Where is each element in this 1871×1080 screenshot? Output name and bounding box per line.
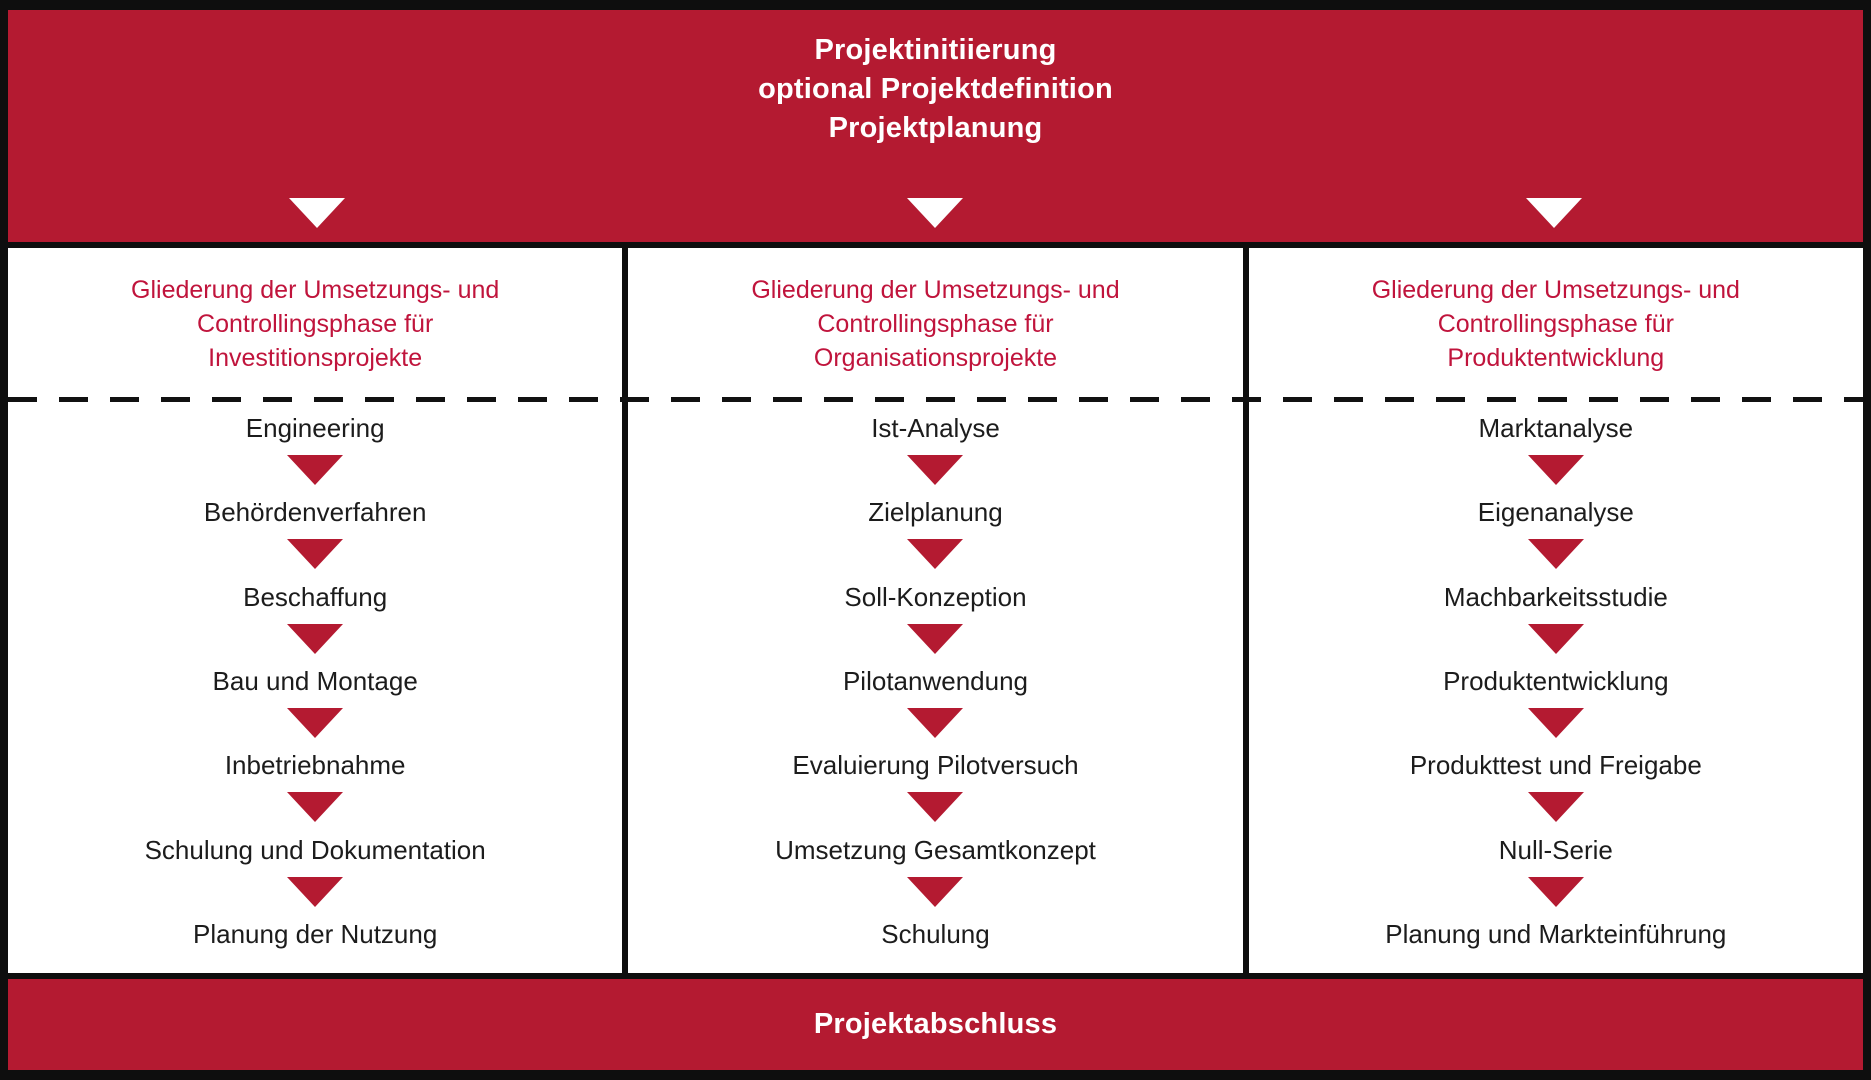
heading-line: Controllingsphase für	[197, 310, 434, 338]
step-label: Planung und Markteinführung	[1385, 918, 1727, 949]
arrow-down-icon	[907, 623, 964, 654]
arrow-down-icon	[1527, 708, 1584, 739]
step-label: Inbetriebnahme	[224, 750, 406, 781]
arrow-down-icon	[907, 198, 964, 228]
heading-line: Organisationsprojekte	[813, 344, 1058, 372]
heading-line: Controllingsphase für	[1437, 310, 1674, 338]
step-label: Eigenanalyse	[1477, 497, 1634, 528]
arrow-down-icon	[907, 792, 964, 823]
bottom-banner: Projektabschluss	[8, 979, 1863, 1070]
arrow-down-icon	[907, 539, 964, 570]
steps-list: Marktanalyse Eigenanalyse Machbarkeitsst…	[1249, 397, 1863, 973]
banner-arrow-cell	[1245, 198, 1863, 228]
banner-arrow-cell	[8, 198, 626, 228]
top-banner-line-3: Projektplanung	[828, 112, 1043, 144]
step-label: Machbarkeitsstudie	[1443, 581, 1668, 612]
step-label: Zielplanung	[868, 497, 1003, 528]
arrow-down-icon	[1525, 198, 1582, 228]
columns-section: Gliederung der Umsetzungs- und Controlli…	[8, 242, 1863, 979]
arrow-down-icon	[289, 198, 346, 228]
column-heading: Gliederung der Umsetzungs- und Controlli…	[628, 248, 1242, 397]
step-label: Evaluierung Pilotversuch	[792, 750, 1079, 781]
bottom-banner-label: Projektabschluss	[813, 1008, 1058, 1040]
step-label: Pilotanwendung	[842, 665, 1029, 696]
column-investitionsprojekte: Gliederung der Umsetzungs- und Controlli…	[8, 248, 623, 973]
dashed-separator	[8, 397, 1863, 402]
step-label: Bau und Montage	[212, 665, 418, 696]
arrow-down-icon	[287, 792, 344, 823]
step-label: Soll-Konzeption	[844, 581, 1027, 612]
arrow-down-icon	[1527, 623, 1584, 654]
arrow-down-icon	[907, 455, 964, 486]
step-label: Planung der Nutzung	[193, 918, 438, 949]
step-label: Schulung	[881, 918, 990, 949]
arrow-down-icon	[287, 708, 344, 739]
arrow-down-icon	[287, 876, 344, 907]
banner-arrow-row	[8, 198, 1863, 228]
top-banner: Projektinitiierung optional Projektdefin…	[8, 10, 1863, 242]
step-label: Null-Serie	[1498, 834, 1613, 865]
column-heading: Gliederung der Umsetzungs- und Controlli…	[8, 248, 622, 397]
arrow-down-icon	[1527, 792, 1584, 823]
arrow-down-icon	[287, 455, 344, 486]
heading-line: Gliederung der Umsetzungs- und	[1371, 276, 1740, 304]
arrow-down-icon	[907, 876, 964, 907]
step-label: Ist-Analyse	[871, 413, 1000, 443]
top-banner-line-1: Projektinitiierung	[814, 34, 1057, 66]
arrow-down-icon	[287, 623, 344, 654]
step-label: Beschaffung	[243, 581, 388, 612]
heading-line: Gliederung der Umsetzungs- und	[751, 276, 1120, 304]
heading-line: Investitionsprojekte	[208, 344, 423, 372]
top-banner-title: Projektinitiierung optional Projektdefin…	[8, 10, 1863, 148]
arrow-down-icon	[287, 539, 344, 570]
step-label: Produkttest und Freigabe	[1409, 750, 1702, 781]
column-organisationsprojekte: Gliederung der Umsetzungs- und Controlli…	[628, 248, 1243, 973]
arrow-down-icon	[1527, 876, 1584, 907]
steps-list: Ist-Analyse Zielplanung Soll-Konzeption …	[628, 397, 1242, 973]
top-banner-line-2: optional Projektdefinition	[758, 73, 1113, 105]
arrow-down-icon	[907, 708, 964, 739]
steps-list: Engineering Behördenverfahren Beschaffun…	[8, 397, 622, 973]
banner-arrow-cell	[626, 198, 1244, 228]
step-label: Umsetzung Gesamtkonzept	[775, 834, 1096, 865]
heading-line: Gliederung der Umsetzungs- und	[131, 276, 500, 304]
arrow-down-icon	[1527, 455, 1584, 486]
arrow-down-icon	[1527, 539, 1584, 570]
heading-line: Controllingsphase für	[817, 310, 1054, 338]
step-label: Produktentwicklung	[1443, 665, 1669, 696]
step-label: Behördenverfahren	[203, 497, 427, 528]
step-label: Marktanalyse	[1478, 413, 1634, 443]
step-label: Engineering	[245, 413, 385, 443]
step-label: Schulung und Dokumentation	[144, 834, 486, 865]
column-produktentwicklung: Gliederung der Umsetzungs- und Controlli…	[1248, 248, 1863, 973]
column-heading: Gliederung der Umsetzungs- und Controlli…	[1249, 248, 1863, 397]
heading-line: Produktentwicklung	[1447, 344, 1665, 372]
